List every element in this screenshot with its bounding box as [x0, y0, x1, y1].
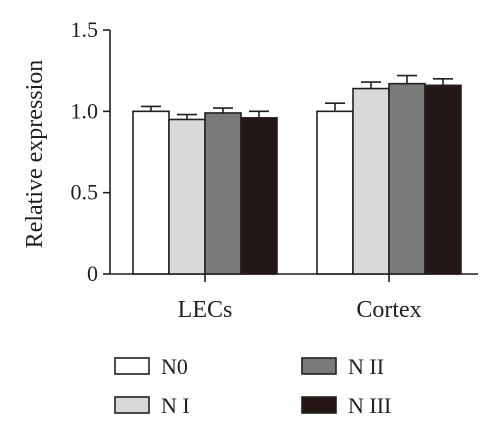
- bar-cortex-ni: [352, 87, 390, 275]
- bar-lecs-n0: [132, 110, 170, 275]
- bar-cortex-niii: [424, 84, 462, 275]
- legend: N0 N I N II N III: [114, 354, 391, 418]
- bar-lecs-ni: [168, 118, 206, 275]
- bar-lecs-nii: [204, 112, 242, 275]
- y-tick-label: 0: [87, 261, 98, 286]
- legend-label: N0: [161, 354, 188, 379]
- bar-lecs-niii: [240, 117, 278, 275]
- y-tick-label: 1.0: [71, 98, 99, 123]
- legend-swatch-niii: [301, 396, 337, 414]
- legend-label: N I: [161, 393, 190, 418]
- bar-cortex-nii: [388, 82, 426, 275]
- legend-swatch-ni: [114, 396, 150, 414]
- bars: [132, 74, 462, 275]
- legend-label: N II: [348, 354, 384, 379]
- y-tick-label: 0.5: [71, 180, 99, 205]
- y-axis-title: Relative expression: [22, 60, 48, 249]
- bar-cortex-n0: [316, 110, 354, 275]
- labels: 0 0.5 1.0 1.5 Relative expression LECs Cortex: [22, 17, 422, 323]
- y-tick-label: 1.5: [71, 17, 99, 42]
- legend-swatch-n0: [114, 357, 150, 375]
- legend-label: N III: [348, 393, 391, 418]
- category-label: Cortex: [356, 297, 421, 323]
- category-label: LECs: [178, 297, 233, 323]
- legend-swatch-nii: [301, 357, 337, 375]
